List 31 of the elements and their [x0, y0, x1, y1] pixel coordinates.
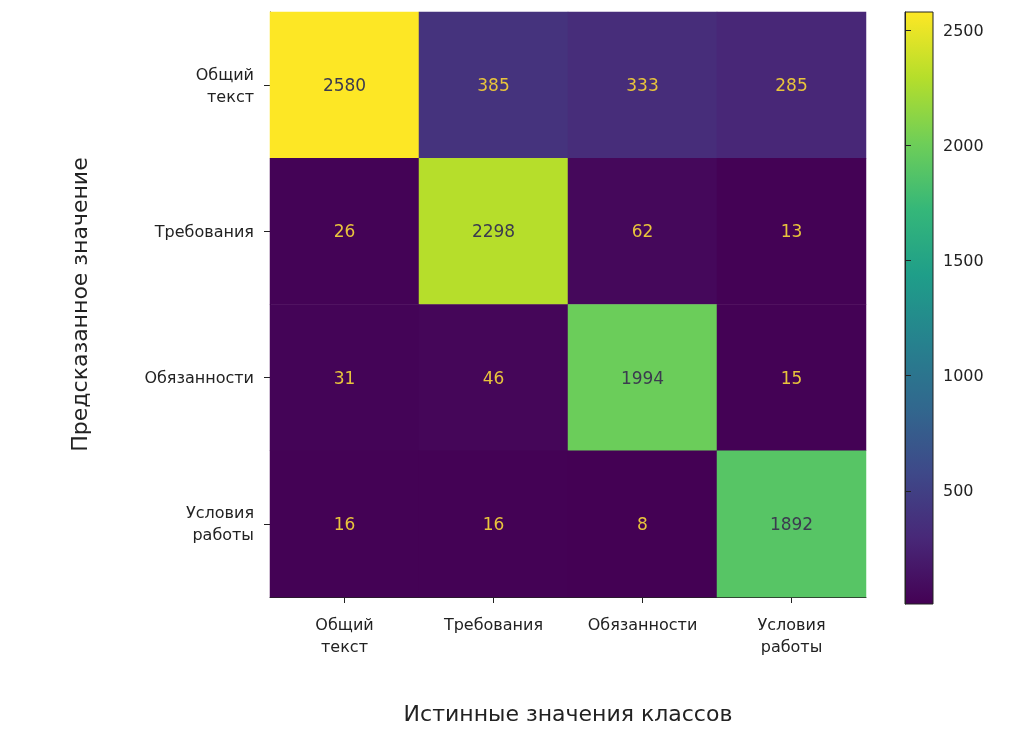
data-label: 1994 — [620, 367, 665, 388]
y-tick-label: Общий текст — [195, 64, 254, 106]
data-label: 13 — [780, 221, 803, 242]
data-label: 2580 — [322, 75, 367, 96]
color-bar-label: 500 — [943, 481, 974, 501]
data-label: 1892 — [769, 513, 814, 534]
x-tick-label: Требования — [442, 614, 544, 634]
data-label: 46 — [482, 367, 505, 388]
data-label: 2298 — [471, 221, 516, 242]
data-label: 26 — [333, 221, 356, 242]
data-label: 333 — [626, 75, 659, 96]
color-bar-label: 1000 — [943, 366, 984, 386]
x-tick-label: Обязанности — [587, 614, 698, 634]
data-label: 31 — [333, 367, 356, 388]
data-label: 62 — [631, 221, 654, 242]
x-tick-label: Общий текст — [315, 614, 374, 656]
x-axis-title: Истинные значения классов — [403, 700, 733, 726]
data-label: 16 — [333, 513, 356, 534]
y-tick-label: Требования — [153, 221, 254, 241]
data-label: 16 — [482, 513, 505, 534]
data-label: 8 — [637, 513, 648, 534]
y-tick-label: Обязанности — [144, 368, 254, 388]
color-bar-label: 2000 — [943, 136, 984, 155]
x-tick-label: Условия работы — [757, 614, 826, 656]
data-label: 385 — [477, 75, 510, 96]
data-label: 285 — [775, 75, 808, 96]
color-bar-label: 2500 — [943, 20, 984, 40]
y-tick-label: Условия работы — [185, 503, 254, 545]
color-bar-label: 1500 — [943, 251, 984, 271]
y-axis-title: Предсказанное значение — [66, 157, 92, 452]
data-label: 15 — [780, 367, 803, 388]
